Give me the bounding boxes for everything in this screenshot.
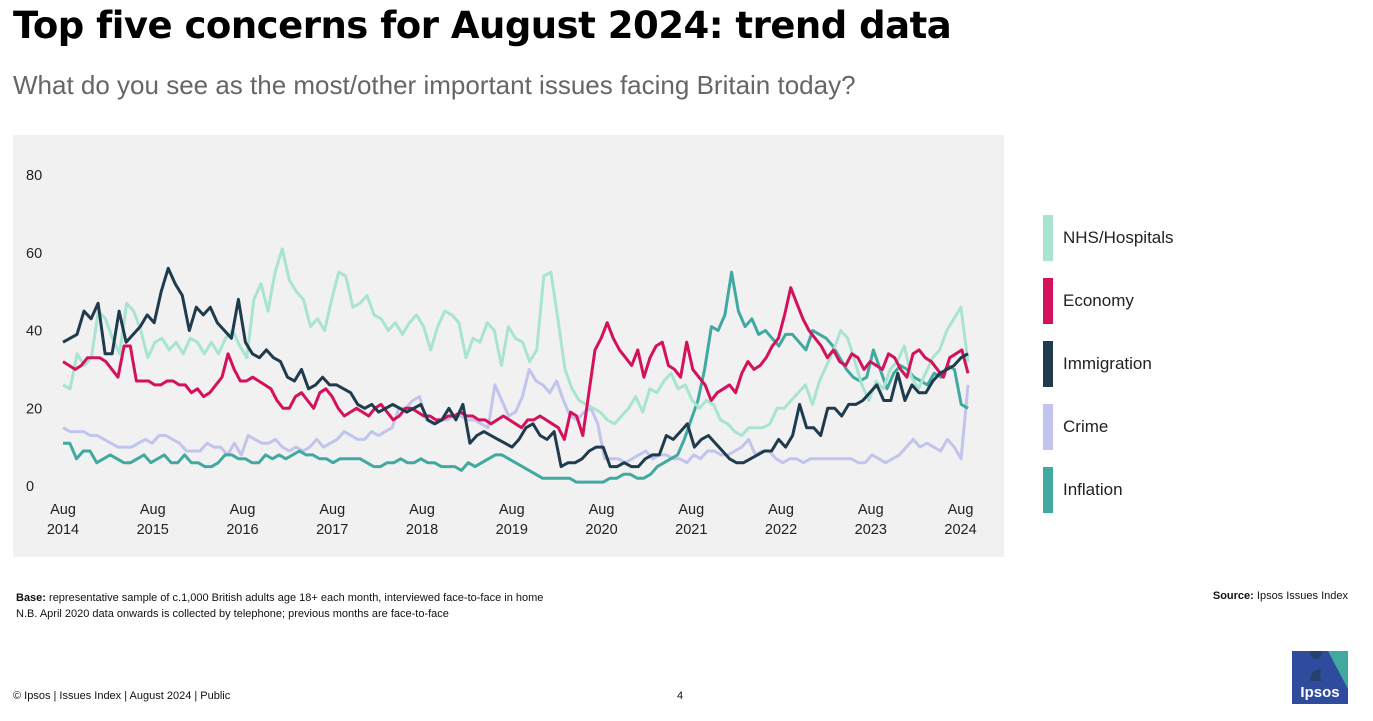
base-text: representative sample of c.1,000 British…	[49, 592, 544, 604]
source-note: Source: Ipsos Issues Index	[1213, 590, 1348, 602]
y-tick-label: 0	[26, 479, 34, 495]
y-axis-labels: 0 20 40 60 80	[26, 168, 42, 495]
series-line-inflation	[63, 270, 969, 484]
logo-figure	[1310, 651, 1323, 681]
page-subtitle: What do you see as the most/other import…	[13, 70, 856, 100]
legend-swatch	[1043, 341, 1053, 387]
x-tick-label: Aug 2020	[585, 502, 617, 538]
x-axis-labels: Aug 2014 Aug 2015 Aug 2016 Aug 2017 Aug 2018 Aug 20…	[47, 502, 977, 538]
legend-item: NHS/Hospitals	[1043, 215, 1343, 261]
legend-label: Crime	[1063, 417, 1109, 436]
series-line-nhs-hospitals	[62, 247, 970, 437]
legend-swatch	[1043, 404, 1053, 450]
logo-text: Ipsos	[1300, 684, 1339, 701]
legend-item: Immigration	[1043, 341, 1343, 387]
base-label: Base:	[16, 592, 46, 604]
logo-accent	[1328, 651, 1348, 689]
legend-label: Economy	[1063, 291, 1134, 310]
series-line-economy	[62, 286, 970, 441]
series-line-immigration	[62, 266, 969, 469]
x-tick-label: Aug 2019	[496, 502, 528, 538]
base-note: Base: representative sample of c.1,000 B…	[16, 590, 543, 622]
x-tick-label: Aug 2018	[406, 502, 438, 538]
x-tick-label: Aug 2023	[855, 502, 887, 538]
legend-label: Immigration	[1063, 354, 1152, 373]
footer-copyright: © Ipsos | Issues Index | August 2024 | P…	[13, 690, 231, 702]
legend-item: Economy	[1043, 278, 1343, 324]
series-line-crime	[62, 367, 970, 465]
x-tick-label: Aug 2016	[226, 502, 258, 538]
x-tick-label: Aug 2021	[675, 502, 707, 538]
legend-swatch	[1043, 215, 1053, 261]
page-title: Top five concerns for August 2024: trend…	[13, 4, 952, 47]
x-tick-label: Aug 2015	[137, 502, 169, 538]
source-label: Source:	[1212, 590, 1254, 602]
y-tick-label: 40	[26, 324, 42, 340]
legend-item: Crime	[1043, 404, 1343, 450]
x-tick-label: Aug 2024	[944, 502, 976, 538]
x-tick-label: Aug 2022	[765, 502, 797, 538]
x-tick-label: Aug 2014	[47, 502, 79, 538]
x-tick-label: Aug 2017	[316, 502, 348, 538]
source-text: Ipsos Issues Index	[1256, 590, 1348, 602]
ipsos-logo: Ipsos	[1292, 651, 1348, 704]
y-tick-label: 20	[26, 401, 42, 417]
y-tick-label: 80	[26, 168, 42, 184]
legend-item: Inflation	[1043, 467, 1343, 513]
y-tick-label: 60	[26, 246, 42, 262]
series-lines	[62, 247, 970, 484]
page-number: 4	[677, 690, 684, 702]
legend-swatch	[1043, 278, 1053, 324]
nb-text: N.B. April 2020 data onwards is collecte…	[16, 608, 449, 620]
legend-label: Inflation	[1063, 480, 1123, 499]
legend-label: NHS/Hospitals	[1063, 228, 1174, 247]
legend-swatch	[1043, 467, 1053, 513]
